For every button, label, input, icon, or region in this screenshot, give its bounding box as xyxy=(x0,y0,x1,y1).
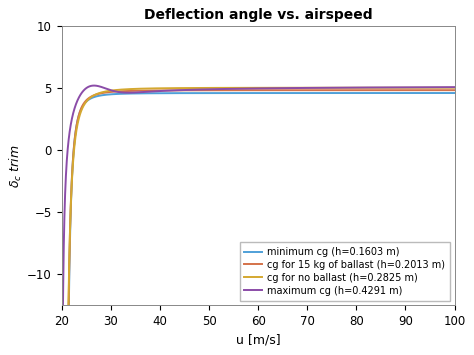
Line: maximum cg (h=0.4291 m): maximum cg (h=0.4291 m) xyxy=(61,86,457,312)
maximum cg (h=0.4291 m) xyxy=(315,86,321,90)
minimum cg (h=0.1603 m) xyxy=(315,91,321,95)
cg for no ballast (h=0.2825 m) xyxy=(209,86,214,90)
cg for 15 kg of ballast (h=0.2013 m) xyxy=(353,88,359,92)
minimum cg (h=0.1603 m) xyxy=(383,91,389,95)
Legend: minimum cg (h=0.1603 m), cg for 15 kg of ballast (h=0.2013 m), cg for no ballast: minimum cg (h=0.1603 m), cg for 15 kg of… xyxy=(239,242,450,301)
cg for no ballast (h=0.2825 m) xyxy=(315,86,321,90)
maximum cg (h=0.4291 m) xyxy=(295,86,301,90)
minimum cg (h=0.1603 m) xyxy=(295,91,301,95)
cg for no ballast (h=0.2825 m) xyxy=(383,86,389,90)
Line: minimum cg (h=0.1603 m): minimum cg (h=0.1603 m) xyxy=(61,93,457,312)
maximum cg (h=0.4291 m) xyxy=(209,87,214,91)
minimum cg (h=0.1603 m) xyxy=(128,91,134,95)
maximum cg (h=0.4291 m) xyxy=(383,85,389,89)
minimum cg (h=0.1603 m) xyxy=(454,91,460,95)
minimum cg (h=0.1603 m) xyxy=(209,91,214,95)
cg for 15 kg of ballast (h=0.2013 m) xyxy=(454,88,460,92)
minimum cg (h=0.1603 m) xyxy=(353,91,359,95)
Line: cg for no ballast (h=0.2825 m): cg for no ballast (h=0.2825 m) xyxy=(61,88,457,312)
cg for no ballast (h=0.2825 m) xyxy=(295,86,301,90)
cg for 15 kg of ballast (h=0.2013 m) xyxy=(383,88,389,92)
Title: Deflection angle vs. airspeed: Deflection angle vs. airspeed xyxy=(144,8,373,22)
cg for 15 kg of ballast (h=0.2013 m) xyxy=(295,88,301,92)
maximum cg (h=0.4291 m) xyxy=(353,86,359,90)
cg for no ballast (h=0.2825 m) xyxy=(128,87,134,91)
X-axis label: u [m/s]: u [m/s] xyxy=(236,334,281,347)
maximum cg (h=0.4291 m) xyxy=(128,91,134,95)
cg for 15 kg of ballast (h=0.2013 m) xyxy=(209,88,214,92)
Y-axis label: $\delta_c$ $trim$: $\delta_c$ $trim$ xyxy=(9,144,25,188)
maximum cg (h=0.4291 m) xyxy=(454,85,460,89)
cg for 15 kg of ballast (h=0.2013 m) xyxy=(128,89,134,93)
Line: cg for 15 kg of ballast (h=0.2013 m): cg for 15 kg of ballast (h=0.2013 m) xyxy=(61,90,457,312)
cg for no ballast (h=0.2825 m) xyxy=(454,86,460,90)
cg for no ballast (h=0.2825 m) xyxy=(353,86,359,90)
cg for 15 kg of ballast (h=0.2013 m) xyxy=(315,88,321,92)
